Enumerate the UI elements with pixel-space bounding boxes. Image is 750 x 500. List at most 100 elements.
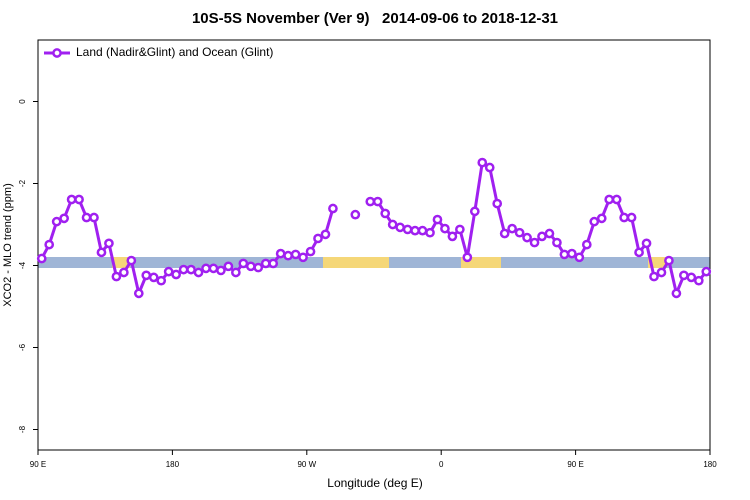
data-point: [268, 258, 279, 269]
data-point: [133, 288, 144, 299]
data-point: [201, 263, 211, 274]
data-point: [596, 213, 607, 224]
data-point: [634, 247, 644, 258]
data-point: [559, 249, 570, 260]
data-point: [686, 272, 697, 283]
data-point: [89, 212, 99, 223]
data-point: [111, 271, 122, 282]
data-point: [328, 203, 338, 214]
x-axis-label: Longitude (deg E): [327, 476, 422, 490]
data-point: [387, 219, 398, 230]
chart-title: 10S-5S November (Ver 9) 2014-09-06 to 20…: [192, 10, 558, 27]
data-point: [216, 265, 226, 276]
data-point: [477, 157, 488, 168]
data-point: [619, 212, 629, 223]
data-point: [447, 231, 458, 242]
land-band: [112, 257, 130, 268]
plot-frame: [37, 39, 711, 451]
data-point: [380, 208, 391, 219]
data-point: [410, 225, 420, 236]
data-point: [432, 214, 443, 225]
data-point: [253, 262, 264, 273]
data-point: [320, 229, 331, 240]
data-point: [455, 224, 465, 235]
data-point: [552, 237, 562, 248]
data-point: [104, 238, 114, 249]
data-point: [649, 271, 659, 282]
data-point: [574, 252, 585, 263]
data-point: [589, 216, 600, 227]
data-point: [126, 255, 137, 266]
data-point: [350, 209, 361, 220]
data-point: [425, 227, 435, 238]
y-tick-label: -8: [18, 425, 27, 433]
y-tick-label: -4: [18, 261, 27, 269]
data-point: [290, 249, 301, 260]
data-point: [74, 194, 84, 205]
data-point: [417, 225, 428, 236]
data-point: [66, 194, 77, 205]
data-point: [96, 247, 107, 258]
data-point: [305, 246, 316, 257]
data-point: [260, 258, 271, 269]
data-point: [469, 206, 480, 217]
data-point: [484, 162, 495, 173]
land-band: [323, 257, 389, 268]
data-point: [701, 266, 712, 277]
data-point: [36, 253, 47, 264]
data-point: [186, 264, 196, 275]
data-point: [313, 233, 323, 244]
data-point: [208, 263, 219, 274]
data-point: [193, 267, 204, 278]
series-line: [40, 161, 708, 295]
data-point: [537, 231, 547, 242]
data-point: [522, 232, 532, 243]
data-point: [148, 272, 159, 283]
legend-label: Land (Nadir&Glint) and Ocean (Glint): [76, 45, 273, 59]
data-point: [223, 261, 234, 272]
data-point: [679, 270, 689, 281]
data-point: [693, 275, 704, 286]
data-point: [81, 212, 92, 223]
x-tick-label: 0: [439, 460, 444, 469]
data-point: [365, 196, 376, 207]
data-point: [544, 228, 555, 239]
data-point: [231, 267, 241, 278]
data-point: [178, 264, 189, 275]
data-point: [238, 258, 249, 269]
land-band: [60, 257, 102, 268]
x-tick-label: 90 E: [30, 460, 46, 469]
land-band: [648, 257, 666, 268]
data-point: [245, 261, 256, 272]
data-point: [163, 266, 174, 277]
data-point: [298, 252, 308, 263]
data-point: [283, 250, 293, 261]
data-point: [641, 238, 652, 249]
map-strip: [38, 257, 710, 268]
data-point: [156, 275, 167, 286]
data-point: [395, 222, 405, 233]
x-tick-label: 180: [166, 460, 180, 469]
data-point: [440, 223, 450, 234]
data-point: [567, 248, 577, 259]
data-point: [604, 194, 615, 205]
data-point: [372, 196, 383, 207]
data-point: [119, 267, 129, 278]
legend-marker: [52, 48, 62, 58]
data-point: [141, 270, 152, 281]
data-point: [59, 213, 69, 224]
data-point: [514, 227, 525, 238]
x-tick-label: 180: [703, 460, 717, 469]
data-point: [275, 248, 286, 259]
y-tick-label: -6: [18, 343, 27, 351]
data-point: [462, 252, 473, 263]
data-point: [492, 198, 503, 209]
x-tick-label: 90 W: [297, 460, 316, 469]
data-point: [656, 267, 667, 278]
data-point: [581, 239, 592, 250]
data-point: [671, 288, 682, 299]
data-point: [44, 239, 55, 250]
y-tick-label: -2: [18, 179, 27, 187]
data-point: [171, 269, 181, 280]
